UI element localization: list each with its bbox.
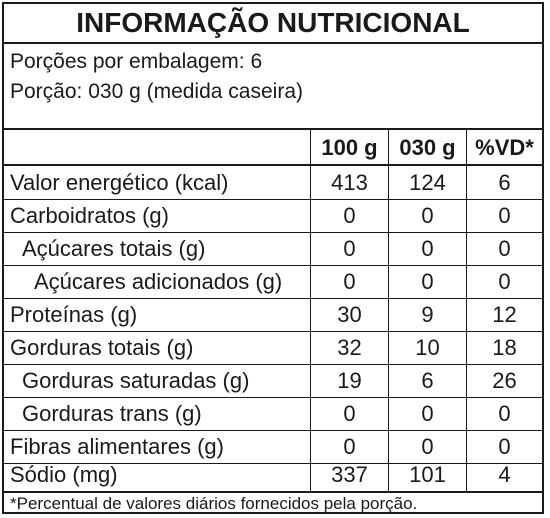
value-dv: 0 — [498, 269, 511, 294]
row-divider — [4, 430, 542, 431]
nutrient-row-carbohydrates: Carboidratos (g) 0 0 0 — [4, 200, 542, 232]
nutrient-label: Carboidratos (g) — [10, 203, 169, 228]
nutrient-label: Gorduras saturadas (g) — [22, 368, 250, 393]
row-divider — [4, 298, 542, 299]
value-dv: 0 — [498, 203, 511, 228]
header-bottom-rule — [4, 164, 542, 166]
nutrient-label: Açúcares totais (g) — [22, 236, 206, 261]
nutrient-row-trans-fat: Gorduras trans (g) 0 0 0 — [4, 398, 542, 430]
value-dv: 0 — [498, 401, 511, 426]
value-100g: 19 — [337, 368, 362, 393]
nutrient-row-total-sugars: Açúcares totais (g) 0 0 0 — [4, 233, 542, 265]
nutrient-label: Valor energético (kcal) — [10, 170, 229, 195]
nutrient-label: Fibras alimentares (g) — [10, 434, 224, 459]
column-header-dv: %VD* — [475, 135, 534, 160]
value-100g: 0 — [343, 203, 356, 228]
value-serving: 101 — [409, 462, 446, 487]
column-header-100g: 100 g — [321, 135, 378, 160]
column-header-serving: 030 g — [399, 135, 456, 160]
nutrient-label: Proteínas (g) — [10, 302, 138, 327]
value-serving: 0 — [421, 434, 434, 459]
nutrient-label: Gorduras totais (g) — [10, 335, 194, 360]
value-100g: 337 — [331, 462, 368, 487]
nutrient-row-proteins: Proteínas (g) 30 9 12 — [4, 299, 542, 331]
value-serving: 0 — [421, 401, 434, 426]
row-divider — [4, 199, 542, 200]
footnote: *Percentual de valores diários fornecido… — [10, 494, 418, 513]
value-serving: 0 — [421, 203, 434, 228]
value-100g: 0 — [343, 236, 356, 261]
value-serving: 9 — [421, 302, 434, 327]
row-divider — [4, 397, 542, 398]
table-bottom-rule — [4, 491, 542, 493]
value-dv: 26 — [492, 368, 517, 393]
nutrition-facts-panel: INFORMAÇÃO NUTRICIONAL Porções por embal… — [2, 2, 544, 514]
row-divider — [4, 232, 542, 233]
value-100g: 413 — [331, 170, 368, 195]
value-100g: 0 — [343, 434, 356, 459]
servings-per-package: Porções por embalagem: 6 — [10, 50, 263, 73]
row-divider — [4, 265, 542, 266]
column-divider-3 — [466, 130, 467, 492]
nutrient-row-energy: Valor energético (kcal) 413 124 6 — [4, 167, 542, 199]
value-serving: 0 — [421, 269, 434, 294]
nutrient-label: Sódio (mg) — [10, 462, 118, 487]
value-dv: 6 — [498, 170, 511, 195]
value-serving: 0 — [421, 236, 434, 261]
row-divider — [4, 364, 542, 365]
nutrient-row-fiber: Fibras alimentares (g) 0 0 0 — [4, 431, 542, 463]
value-dv: 12 — [492, 302, 517, 327]
value-dv: 0 — [498, 434, 511, 459]
value-dv: 18 — [492, 335, 517, 360]
row-divider — [4, 463, 542, 464]
nutrient-label: Gorduras trans (g) — [22, 401, 202, 426]
nutrient-row-added-sugars: Açúcares adicionados (g) 0 0 0 — [4, 266, 542, 298]
value-100g: 32 — [337, 335, 362, 360]
serving-size: Porção: 030 g (medida caseira) — [10, 80, 303, 103]
column-divider-2 — [388, 130, 389, 492]
value-dv: 4 — [498, 462, 511, 487]
value-100g: 30 — [337, 302, 362, 327]
nutrient-row-sodium: Sódio (mg) 337 101 4 — [4, 459, 542, 491]
value-100g: 0 — [343, 269, 356, 294]
nutrient-row-total-fat: Gorduras totais (g) 32 10 18 — [4, 332, 542, 364]
nutrient-row-saturated-fat: Gorduras saturadas (g) 19 6 26 — [4, 365, 542, 397]
value-serving: 10 — [415, 335, 440, 360]
column-divider-1 — [310, 130, 311, 492]
value-100g: 0 — [343, 401, 356, 426]
table-top-rule — [4, 128, 542, 130]
nutrient-label: Açúcares adicionados (g) — [34, 269, 283, 294]
value-serving: 6 — [421, 368, 434, 393]
nutrition-title: INFORMAÇÃO NUTRICIONAL — [4, 4, 542, 44]
value-dv: 0 — [498, 236, 511, 261]
value-serving: 124 — [409, 170, 446, 195]
row-divider — [4, 331, 542, 332]
